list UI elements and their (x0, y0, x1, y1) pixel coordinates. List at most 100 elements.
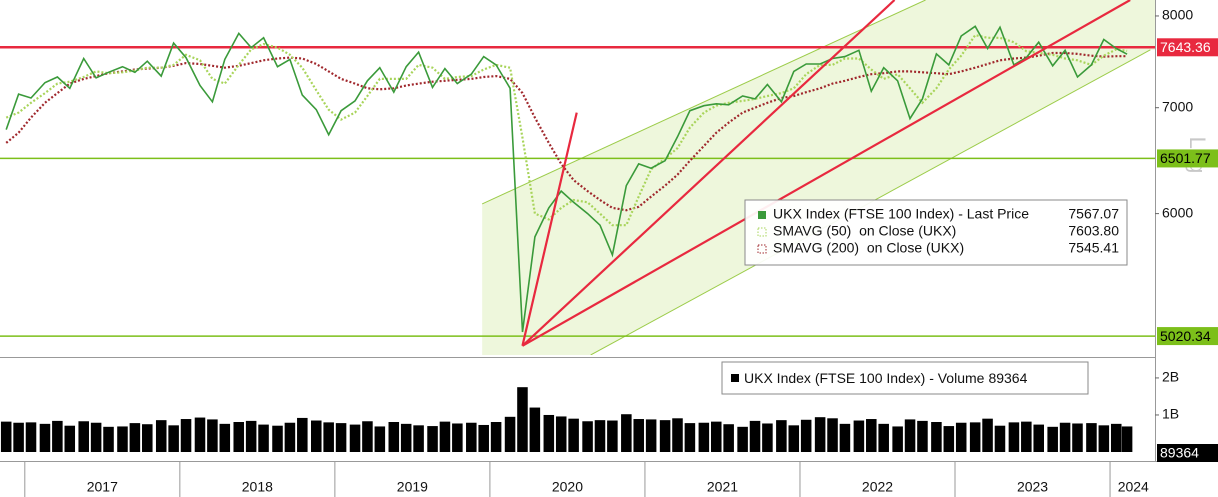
legend-swatch (758, 211, 766, 219)
volume-last-tag (1157, 444, 1218, 462)
volume-bar (90, 422, 102, 452)
volume-bar (194, 417, 206, 452)
volume-bar (1059, 422, 1071, 452)
trendline (521, 0, 1131, 347)
volume-bar (400, 423, 412, 452)
x-tick-label: 2018 (242, 479, 273, 495)
volume-bar (168, 425, 179, 452)
volume-bar (1086, 423, 1097, 452)
volume-bar (582, 421, 593, 452)
series-line (5, 51, 1128, 212)
volume-bar (0, 421, 12, 452)
legend-swatch (757, 227, 767, 237)
volume-bar (1008, 422, 1020, 452)
volume-bar (749, 420, 761, 452)
volume-bar (78, 421, 89, 452)
y-tick-label: 7000 (1162, 98, 1193, 114)
volume-bar (672, 418, 683, 452)
trendline (521, 112, 578, 347)
volume-bar (233, 422, 245, 452)
volume-legend-value: 89364 (988, 370, 1027, 386)
volume-bar (814, 417, 826, 452)
legend-label: SMAVG (50) on Close (UKX) (773, 223, 956, 239)
volume-bar (1121, 426, 1133, 452)
volume-bar (466, 422, 477, 452)
legend-value: 7545.41 (1068, 240, 1119, 256)
y-tick-label: 6000 (1162, 204, 1193, 220)
volume-bar (129, 423, 141, 452)
volume-legend-label: UKX Index (FTSE 100 Index) - Volume 89364 (744, 370, 1028, 386)
channel-edge (481, 0, 926, 205)
volume-bar (788, 425, 800, 452)
volume-panel (0, 387, 1133, 452)
volume-bar (103, 426, 114, 452)
volume-bar (878, 423, 889, 452)
volume-bar (478, 424, 489, 452)
volume-bar (904, 419, 916, 452)
volume-bar (335, 423, 347, 452)
volume-bar (272, 425, 283, 452)
volume-bar (723, 424, 734, 452)
legend: UKX Index (FTSE 100 Index) - Last Price 7… (721, 199, 1128, 395)
price-panel (0, 0, 1155, 355)
volume-bar (698, 422, 710, 452)
volume-bar (142, 424, 153, 452)
volume-bar (982, 418, 993, 452)
volume-bar (439, 421, 451, 452)
volume-bar (568, 418, 579, 452)
legend-value: 7567.07 (1068, 206, 1119, 222)
volume-bar (529, 407, 541, 452)
legend-box (744, 199, 1128, 266)
volume-bar (245, 420, 257, 452)
volume-bar (180, 419, 192, 452)
level-tag (1157, 149, 1218, 168)
volume-bar (684, 423, 696, 452)
level-label: 6501.77 (1160, 150, 1211, 166)
volume-bar (64, 425, 76, 452)
volume-bar (737, 426, 748, 452)
volume-bar (955, 422, 967, 452)
volume-bar (39, 423, 51, 452)
series-line (5, 25, 1128, 333)
volume-bar (413, 425, 424, 452)
volume-bar (362, 421, 373, 452)
volume-bar (892, 426, 903, 452)
volume-bar (633, 419, 645, 452)
volume-legend-swatch (731, 374, 739, 382)
legend-label: SMAVG (200) on Close (UKX) (773, 240, 964, 256)
volume-bar (607, 420, 618, 452)
y-tick-label: 8000 (1162, 7, 1193, 23)
x-tick-label: 2022 (862, 479, 893, 495)
level-tag (1157, 38, 1218, 57)
volume-bar (621, 414, 632, 452)
x-tick-label: 2024 (1118, 479, 1149, 495)
volume-bar (555, 416, 567, 452)
legend-swatch (757, 244, 767, 254)
x-tick-label: 2020 (552, 479, 583, 495)
x-tick-label: 2017 (87, 479, 118, 495)
volume-bar (1033, 424, 1044, 452)
volume-bar (866, 419, 877, 452)
volume-bar (504, 416, 516, 452)
volume-bar (219, 423, 231, 452)
volume-bar (853, 420, 865, 452)
volume-bar (827, 418, 838, 452)
volume-bar (762, 423, 773, 452)
volume-bar (517, 387, 528, 452)
volume-bar (710, 421, 722, 452)
volume-bar (776, 420, 787, 452)
volume-bar (543, 414, 555, 452)
legend-label: UKX Index (FTSE 100 Index) - Last Price (773, 206, 1029, 222)
volume-bar (1098, 425, 1110, 452)
volume-bar (659, 420, 671, 452)
volume-bar (839, 423, 851, 452)
volume-bar (284, 422, 296, 452)
volume-bar (917, 420, 928, 452)
volume-bar (1072, 423, 1083, 452)
volume-bar (452, 423, 463, 452)
level-label: 5020.34 (1160, 328, 1211, 344)
volume-bar (155, 420, 167, 452)
volume-bar (349, 424, 361, 452)
